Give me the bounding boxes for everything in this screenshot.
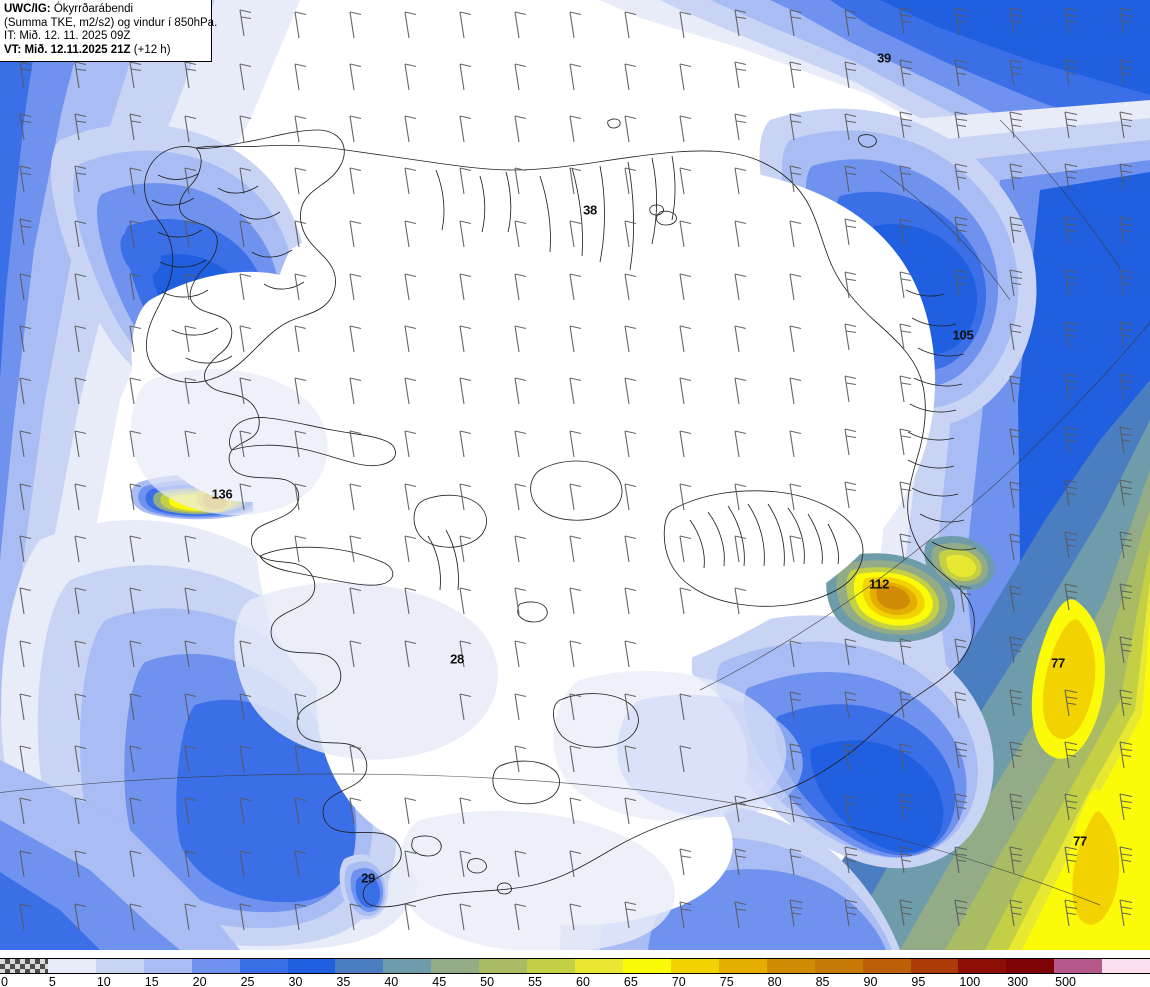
colorbar-tick: 35 bbox=[336, 975, 351, 987]
colorbar-band bbox=[527, 959, 576, 973]
colorbar-tick: 5 bbox=[48, 975, 56, 987]
colorbar-band bbox=[335, 959, 384, 973]
colorbar-band bbox=[910, 959, 959, 973]
colorbar-tick: 90 bbox=[863, 975, 878, 987]
map-canvas[interactable]: 39 38 105 136 112 28 77 77 29 bbox=[0, 0, 1150, 950]
map-value-label: 29 bbox=[361, 870, 375, 886]
model-name: UWC/IG: bbox=[4, 3, 51, 15]
info-line-units: (Summa TKE, m2/s2) og vindur í 850hPa. bbox=[4, 16, 218, 29]
valid-time-value: VT: Mið. 12.11.2025 21Z bbox=[4, 43, 131, 56]
colorbar-tick: 45 bbox=[432, 975, 447, 987]
forecast-hour: (+12 h) bbox=[130, 43, 171, 56]
colorbar-tick: 75 bbox=[719, 975, 734, 987]
map-value-label: 136 bbox=[211, 486, 233, 502]
colorbar-band bbox=[958, 959, 1007, 973]
colorbar-tick: 70 bbox=[671, 975, 686, 987]
colorbar-band bbox=[143, 959, 192, 973]
colorbar-tick: 65 bbox=[623, 975, 638, 987]
colorbar-band bbox=[862, 959, 911, 973]
colorbar-band bbox=[0, 959, 48, 973]
colorbar-band bbox=[1102, 959, 1150, 973]
colorbar-tick: 15 bbox=[144, 975, 159, 987]
map-value-label: 77 bbox=[1073, 833, 1087, 849]
colorbar-tick: 25 bbox=[240, 975, 255, 987]
info-box: UWC/IG: Ókyrrðarábendi (Summa TKE, m2/s2… bbox=[0, 0, 218, 63]
map-graphic bbox=[0, 0, 1150, 950]
colorbar-tick: 500 bbox=[1055, 975, 1077, 987]
colorbar-band bbox=[479, 959, 528, 973]
product-name: Ókyrrðarábendi bbox=[50, 3, 134, 15]
colorbar-tick: 80 bbox=[767, 975, 782, 987]
colorbar-tick: 30 bbox=[288, 975, 303, 987]
colorbar-band bbox=[718, 959, 767, 973]
colorbar-band bbox=[287, 959, 336, 973]
colorbar-tick: 300 bbox=[1007, 975, 1029, 987]
colorbar-tick: 60 bbox=[576, 975, 590, 987]
colorbar-tick: 100 bbox=[959, 975, 981, 987]
info-line-model: UWC/IG: Ókyrrðarábendi bbox=[4, 3, 207, 17]
colorbar-tick: 10 bbox=[96, 975, 111, 987]
info-line-init-time: IT: Mið. 12. 11. 2025 09Z bbox=[4, 30, 131, 43]
colorbar-band bbox=[95, 959, 144, 973]
colorbar-tick: 55 bbox=[528, 975, 542, 987]
colorbar-band bbox=[622, 959, 671, 973]
tke-field bbox=[0, 0, 1150, 950]
colorbar-band bbox=[766, 959, 815, 973]
colorbar-band bbox=[239, 959, 288, 973]
colorbar-band bbox=[670, 959, 719, 973]
graticule bbox=[0, 119, 1150, 906]
colorbar-tick: 0 bbox=[1, 975, 8, 987]
coastline bbox=[144, 118, 977, 908]
colorbar-legend: 0 5 10 15 20 25 30 35 40 45 50 55 60 65 70 75 80 85 90 95 10… bbox=[0, 950, 1150, 987]
map-value-label: 28 bbox=[450, 651, 464, 667]
map-value-label: 38 bbox=[583, 202, 597, 218]
colorbar-tick: 50 bbox=[480, 975, 495, 987]
map-value-label: 39 bbox=[877, 50, 891, 66]
map-value-label: 105 bbox=[952, 327, 974, 343]
colorbar-band bbox=[431, 959, 480, 973]
colorbar-tick: 95 bbox=[911, 975, 926, 987]
colorbar-bands[interactable] bbox=[0, 958, 1150, 974]
colorbar-tick: 40 bbox=[384, 975, 399, 987]
colorbar-band bbox=[191, 959, 240, 973]
colorbar-tick: 85 bbox=[815, 975, 830, 987]
colorbar-band bbox=[575, 959, 623, 973]
colorbar-band bbox=[1054, 959, 1103, 973]
colorbar-band bbox=[814, 959, 863, 973]
info-line-valid-time: VT: Mið. 12.11.2025 21Z (+12 h) bbox=[4, 44, 207, 58]
colorbar-tick: 20 bbox=[192, 975, 207, 987]
map-value-label: 112 bbox=[868, 576, 890, 592]
colorbar-band bbox=[1006, 959, 1055, 973]
colorbar-tick-labels: 0 5 10 15 20 25 30 35 40 45 50 55 60 65 70 75 80 85 90 95 10… bbox=[0, 975, 1150, 987]
colorbar-band bbox=[47, 959, 96, 973]
colorbar-band bbox=[383, 959, 432, 973]
map-value-label: 77 bbox=[1051, 655, 1065, 671]
